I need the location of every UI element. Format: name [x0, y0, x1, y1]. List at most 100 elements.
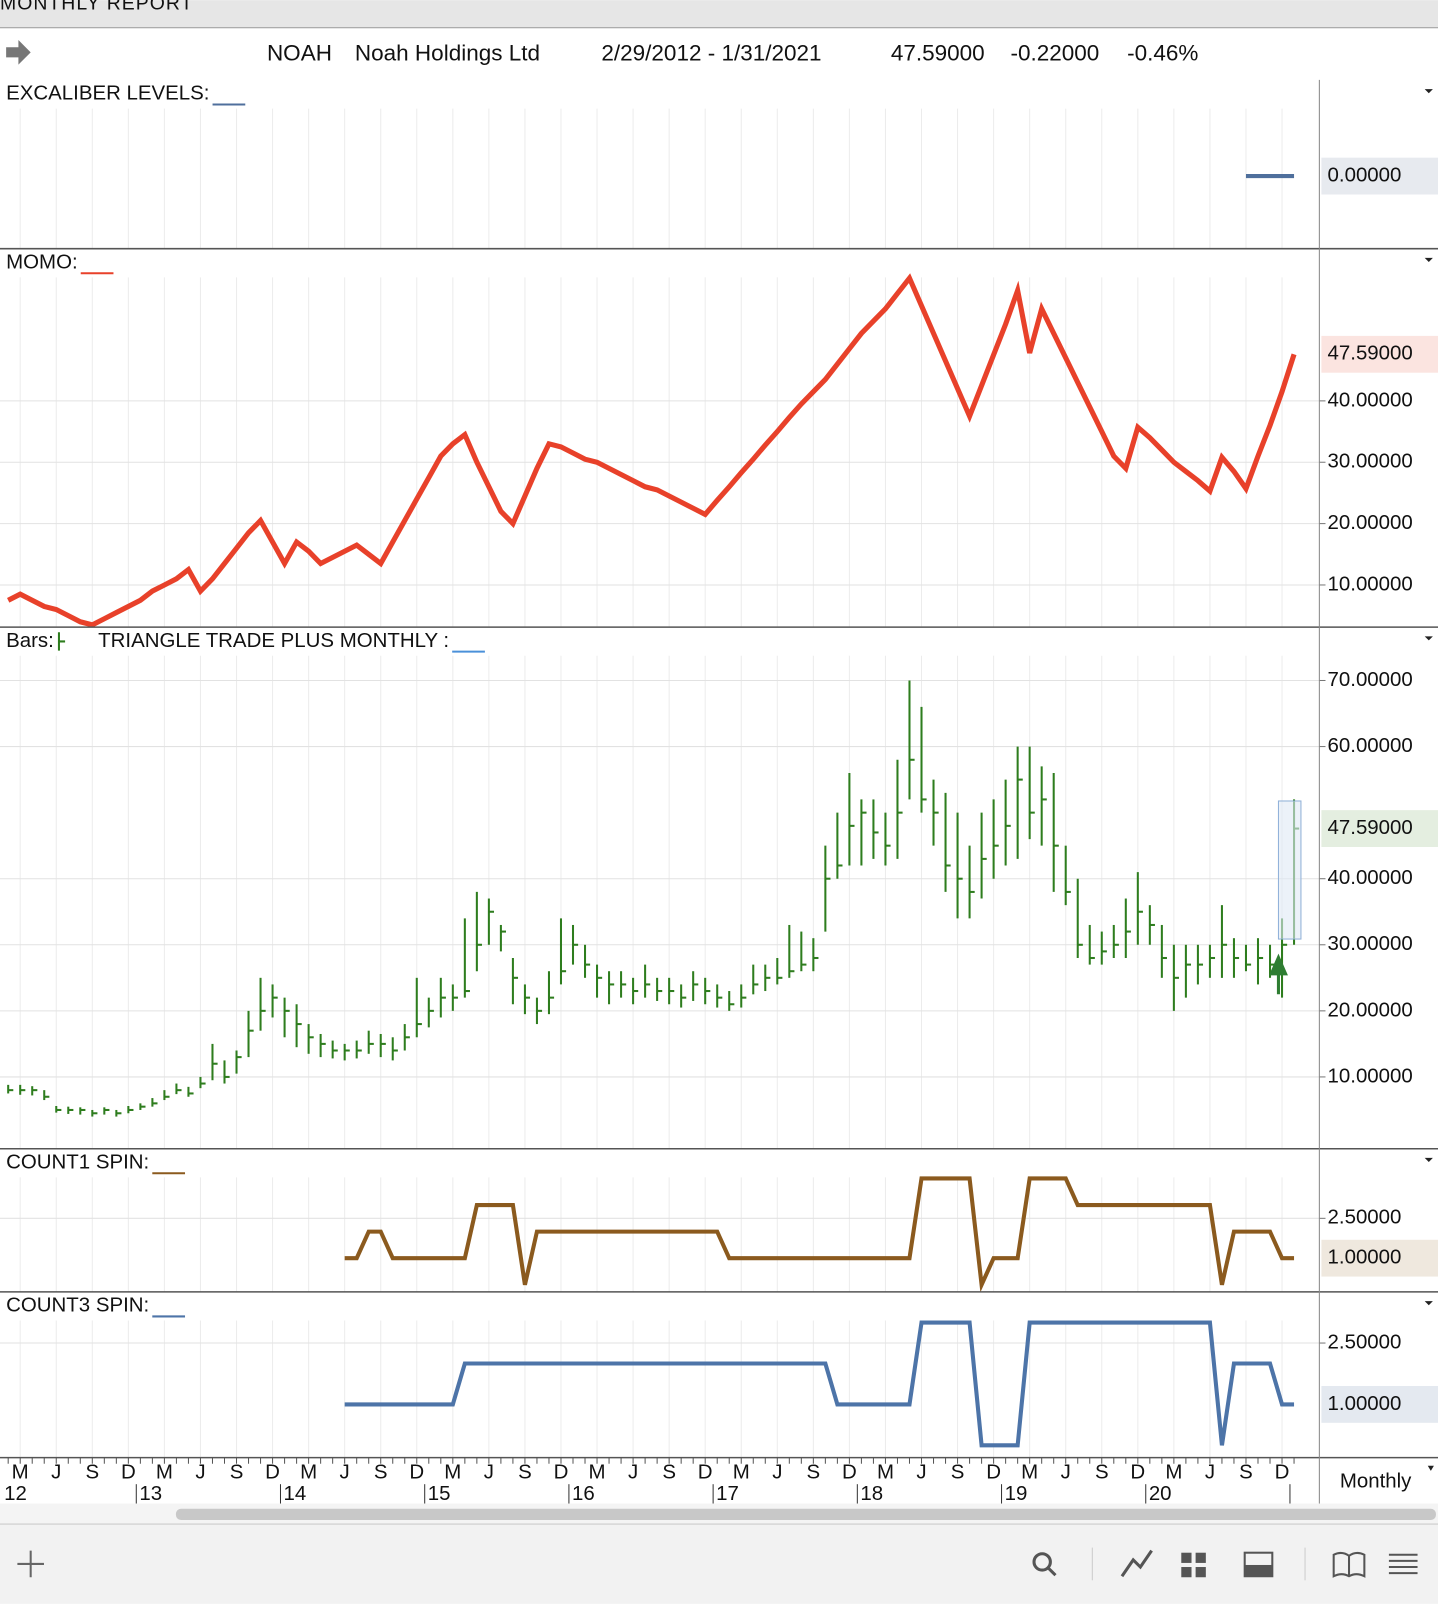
x-tick-label: M	[1021, 1460, 1038, 1483]
x-tick-label: M	[733, 1460, 750, 1483]
company-name: Noah Holdings Ltd	[355, 40, 540, 65]
series-line	[344, 1320, 1295, 1448]
current-value-box	[1321, 810, 1438, 847]
x-tick-label: S	[1095, 1460, 1109, 1483]
bar-legend	[57, 632, 66, 651]
x-tick-label: S	[1239, 1460, 1253, 1483]
x-tick-label: J	[628, 1460, 638, 1483]
y-tick-label: 10.00000	[1328, 1064, 1413, 1087]
x-tick-label: D	[121, 1460, 136, 1483]
selection-highlight	[1277, 800, 1302, 940]
x-tick-label: S	[85, 1460, 99, 1483]
x-tick-label: M	[156, 1460, 173, 1483]
year-label: 18	[860, 1482, 883, 1505]
x-tick-label: J	[195, 1460, 205, 1483]
panel-menu[interactable]	[1424, 257, 1433, 262]
panel-title: MOMO:	[6, 250, 78, 273]
panel: 2.50000 COUNT3 SPIN: 1.00000	[0, 1294, 1438, 1459]
signal-arrow	[1268, 953, 1288, 995]
panel-menu[interactable]	[1424, 89, 1433, 94]
period-dropdown[interactable]	[1427, 1465, 1434, 1471]
panel-menu[interactable]	[1424, 1301, 1433, 1306]
panel: EXCALIBER LEVELS: 0.00000	[0, 82, 1438, 250]
x-tick-label: S	[230, 1460, 244, 1483]
scrollbar[interactable]	[175, 1508, 1436, 1520]
price-change: -0.22000	[1010, 40, 1099, 65]
x-tick-label: D	[1130, 1460, 1145, 1483]
panel: 10.00000 20.00000 30.00000 40.00000 60.00000…	[0, 629, 1438, 1150]
y-tick-label: 10.00000	[1328, 572, 1413, 595]
nav-arrow[interactable]	[6, 40, 31, 65]
x-tick-label: M	[12, 1460, 29, 1483]
book-button[interactable]	[1332, 1551, 1366, 1578]
x-tick-label: D	[409, 1460, 424, 1483]
panel-title: EXCALIBER LEVELS:	[6, 82, 209, 105]
year-label: 14	[284, 1482, 307, 1505]
x-tick-label: M	[589, 1460, 606, 1483]
menu-button[interactable]	[1388, 1553, 1418, 1575]
search-button[interactable]	[1032, 1552, 1057, 1577]
y-tick-label: 40.00000	[1328, 866, 1413, 889]
panel-menu[interactable]	[1424, 636, 1433, 641]
x-tick-label: J	[340, 1460, 350, 1483]
x-tick-label: S	[951, 1460, 965, 1483]
symbol: NOAH	[267, 40, 332, 65]
year-label: 16	[572, 1482, 595, 1505]
x-tick-label: D	[554, 1460, 569, 1483]
current-value-box	[1321, 1385, 1438, 1423]
y-tick-label: 30.00000	[1328, 450, 1413, 473]
x-tick-label: J	[484, 1460, 494, 1483]
y-tick-label: 30.00000	[1328, 932, 1413, 955]
panel-menu[interactable]	[1424, 1157, 1433, 1163]
x-tick-label: D	[1275, 1460, 1290, 1483]
x-tick-label: S	[807, 1460, 821, 1483]
y-tick-label: 60.00000	[1328, 734, 1413, 757]
indicator-title: TRIANGLE TRADE PLUS MONTHLY :	[98, 629, 449, 652]
x-tick-label: D	[842, 1460, 857, 1483]
x-tick-label: J	[916, 1460, 926, 1483]
x-tick-label: J	[1061, 1460, 1071, 1483]
y-tick-label: 2.50000	[1328, 1206, 1402, 1229]
x-tick-label: M	[300, 1460, 317, 1483]
date-range: 2/29/2012 - 1/31/2021	[601, 40, 821, 65]
x-tick-label: M	[444, 1460, 461, 1483]
year-label: 12	[4, 1482, 27, 1505]
y-tick-label: 2.50000	[1328, 1330, 1402, 1353]
last-price: 47.59000	[891, 40, 985, 65]
series-line	[7, 273, 1297, 628]
year-label: 13	[139, 1482, 162, 1505]
x-tick-label: D	[265, 1460, 280, 1483]
year-label: 19	[1005, 1482, 1028, 1505]
add-button[interactable]	[17, 1550, 44, 1578]
current-value-label: 0.00000	[1328, 163, 1402, 186]
current-value-label: 47.59000	[1328, 816, 1413, 839]
year-label: 15	[428, 1482, 451, 1505]
panel-button[interactable]	[1243, 1551, 1274, 1578]
x-tick-label: J	[51, 1460, 61, 1483]
x-tick-label: D	[986, 1460, 1001, 1483]
year-label: 20	[1149, 1482, 1172, 1505]
current-value-label: 1.00000	[1328, 1392, 1402, 1415]
y-tick-label: 40.00000	[1328, 388, 1413, 411]
x-tick-label: S	[374, 1460, 388, 1483]
year-label: 17	[716, 1482, 739, 1505]
x-tick-label: J	[772, 1460, 782, 1483]
current-value-box	[1321, 1239, 1438, 1277]
toolbar	[0, 1524, 1438, 1604]
layout-button[interactable]	[1181, 1552, 1206, 1578]
x-tick-label: D	[698, 1460, 713, 1483]
draw-button[interactable]	[1120, 1549, 1153, 1578]
x-tick-label: M	[1165, 1460, 1182, 1483]
period-selector[interactable]: Monthly	[1340, 1470, 1412, 1493]
plots: EXCALIBER LEVELS: 0.00000 10.00000 20.00000…	[0, 79, 1438, 1504]
panel-title: COUNT3 SPIN:	[6, 1294, 149, 1317]
y-tick-label: 20.00000	[1328, 998, 1413, 1021]
y-tick-label: 20.00000	[1328, 511, 1413, 534]
panel-title: COUNT1 SPIN:	[6, 1150, 149, 1173]
panel: 10.00000 20.00000 30.00000 40.00000 MOMO: 47.…	[0, 250, 1438, 628]
x-tick-label: M	[877, 1460, 894, 1483]
x-tick-label: J	[1205, 1460, 1215, 1483]
